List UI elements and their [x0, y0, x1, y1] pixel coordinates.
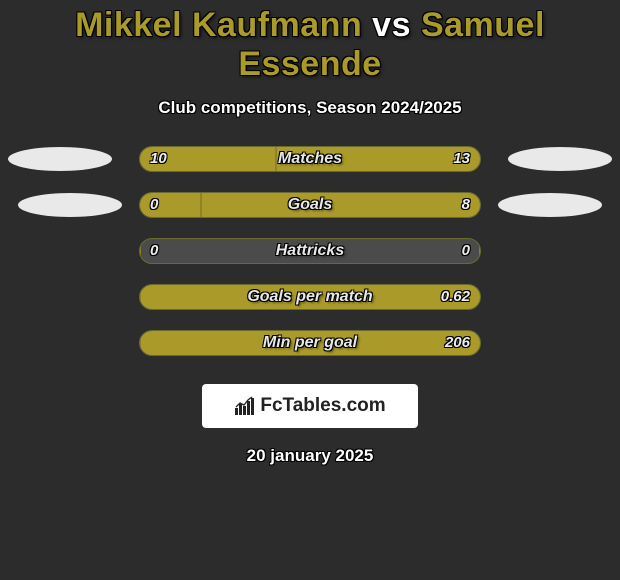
bar-right-fill [140, 331, 480, 355]
footer-logo-text: FcTables.com [260, 395, 385, 417]
bar-track [139, 284, 481, 310]
bar-track [139, 146, 481, 172]
bar-left-fill [140, 239, 141, 263]
stat-value-right: 206 [445, 330, 470, 356]
title-vs: vs [372, 6, 411, 44]
bar-right-fill [140, 285, 480, 309]
bar-track [139, 192, 481, 218]
stat-row: Hattricks00 [0, 238, 620, 264]
stat-value-right: 0 [462, 238, 470, 264]
stat-value-right: 8 [462, 192, 470, 218]
player-left-avatar [8, 147, 112, 171]
stat-row: Matches1013 [0, 146, 620, 172]
bar-right-fill [479, 239, 480, 263]
bar-right-fill [201, 193, 480, 217]
stat-row: Goals per match0.62 [0, 284, 620, 310]
stat-value-left: 0 [150, 192, 158, 218]
stat-rows: Matches1013Goals08Hattricks00Goals per m… [0, 146, 620, 356]
stat-value-left: 0 [150, 238, 158, 264]
player-left-avatar [18, 193, 122, 217]
comparison-chart: Mikkel Kaufmann vs Samuel Essende Club c… [0, 0, 620, 466]
bar-track [139, 238, 481, 264]
bar-track [139, 330, 481, 356]
page-title: Mikkel Kaufmann vs Samuel Essende [0, 6, 620, 84]
footer-date: 20 january 2025 [0, 446, 620, 466]
stat-value-left: 10 [150, 146, 167, 172]
bars-icon [234, 396, 256, 416]
player-left-name: Mikkel Kaufmann [75, 6, 362, 44]
player-right-avatar [498, 193, 602, 217]
stat-value-right: 0.62 [441, 284, 470, 310]
stat-row: Goals08 [0, 192, 620, 218]
subtitle: Club competitions, Season 2024/2025 [0, 98, 620, 118]
stat-row: Min per goal206 [0, 330, 620, 356]
bar-right-fill [276, 147, 480, 171]
stat-value-right: 13 [453, 146, 470, 172]
footer-logo: FcTables.com [202, 384, 418, 428]
player-right-avatar [508, 147, 612, 171]
